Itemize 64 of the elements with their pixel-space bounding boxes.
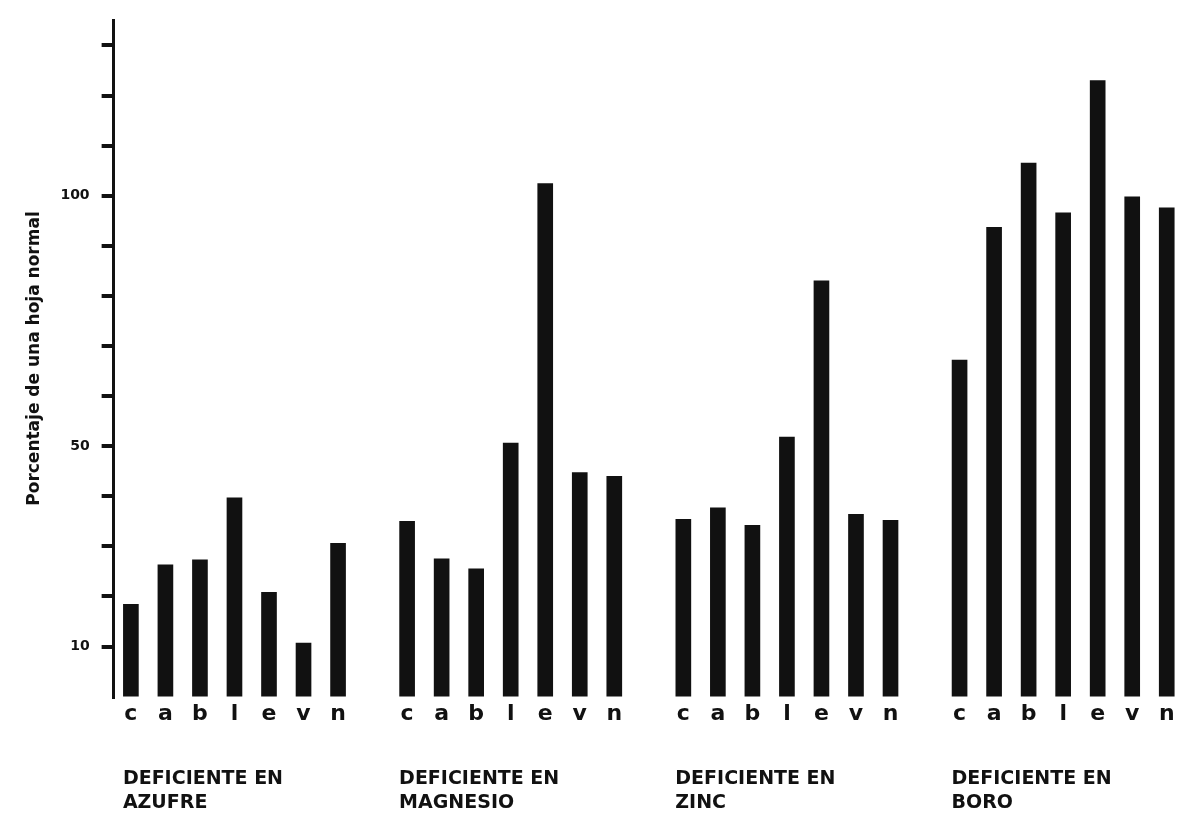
text: DEFICIENTE EN BORO (951, 766, 1112, 813)
x-tick-label: b (468, 699, 485, 725)
x-tick-label: e (1090, 699, 1106, 725)
bar (675, 518, 692, 697)
x-tick-label: l (1059, 699, 1067, 725)
x-tick-label: c (400, 699, 414, 725)
text: DEFICIENTE EN MAGNESIO (399, 766, 560, 813)
x-tick-label: c (953, 699, 967, 725)
x-tick-label: a (157, 699, 173, 725)
bar (606, 475, 623, 697)
x-tick-label: e (537, 699, 553, 725)
bar (710, 507, 726, 697)
text: DEFICIENTE EN AZUFRE (122, 766, 284, 813)
x-tick-label: a (434, 699, 450, 725)
bar (1020, 162, 1037, 697)
bar (295, 642, 312, 697)
y-tick-label: 100 (60, 186, 90, 203)
bar (261, 592, 277, 697)
bar (1089, 80, 1106, 697)
bar (399, 520, 415, 697)
y-tick-label: 50 (70, 436, 90, 453)
bar (192, 559, 208, 697)
bar (951, 359, 968, 697)
y-tick-label: 10 (70, 637, 90, 654)
bar (848, 513, 864, 697)
x-tick-label: e (261, 699, 277, 725)
x-tick-label: e (813, 699, 829, 725)
x-tick-label: l (230, 699, 239, 725)
x-tick-label: b (192, 699, 208, 725)
bar (779, 436, 795, 697)
x-tick-label: v (572, 699, 588, 725)
bar (468, 568, 484, 697)
bar (502, 442, 519, 697)
x-tick-label: c (676, 699, 690, 725)
bar (157, 564, 174, 697)
x-tick-label: n (330, 699, 346, 725)
x-tick-label: n (606, 699, 623, 725)
bar (537, 183, 554, 697)
bar (744, 524, 761, 697)
text: DEFICIENTE EN ZINC (675, 766, 836, 813)
x-tick-label: c (124, 699, 138, 725)
x-tick-label: a (710, 699, 726, 725)
x-tick-label: v (296, 699, 312, 725)
bar (986, 226, 1002, 697)
x-tick-label: l (783, 699, 791, 725)
bar (1055, 212, 1071, 697)
x-tick-label: v (848, 699, 864, 725)
bar (433, 558, 450, 697)
x-tick-label: n (1158, 699, 1175, 725)
bar (226, 497, 243, 697)
bar (882, 519, 899, 697)
bar (571, 472, 588, 697)
bar (1124, 196, 1141, 697)
x-tick-label: b (744, 699, 761, 725)
x-tick-label: b (1020, 699, 1037, 725)
bar (1158, 207, 1175, 697)
x-tick-label: l (506, 699, 515, 725)
x-tick-label: v (1125, 699, 1141, 725)
bar (813, 280, 830, 697)
y-axis-title: Porcentaje de una hoja normal (22, 211, 43, 506)
bar (123, 604, 139, 697)
x-tick-label: a (986, 699, 1002, 725)
bar (330, 543, 346, 697)
x-tick-label: n (882, 699, 899, 725)
